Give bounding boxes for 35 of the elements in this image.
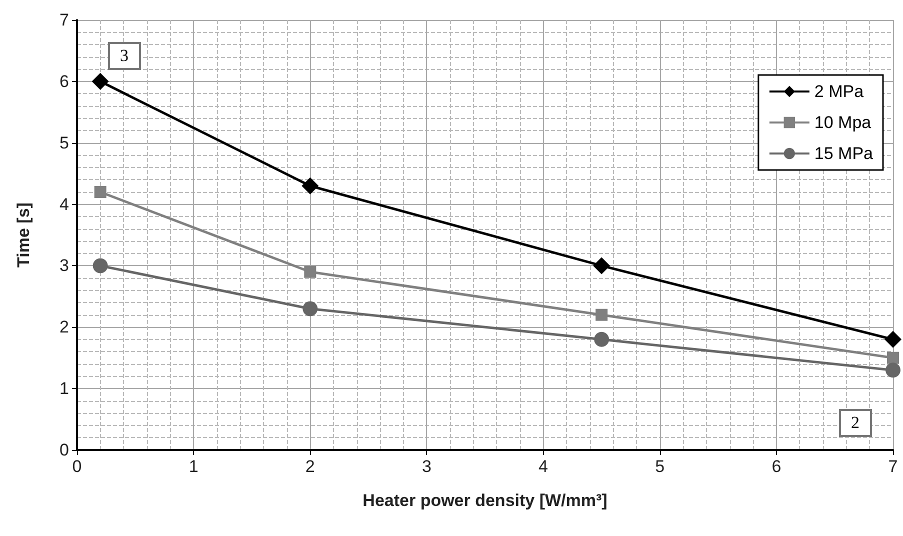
point — [594, 332, 610, 347]
point — [92, 72, 109, 90]
legend-label: 2 MPa — [814, 82, 864, 101]
legend-label: 15 MPa — [814, 144, 874, 163]
y-tick-label: 1 — [60, 379, 69, 398]
y-tick-label: 2 — [60, 318, 69, 337]
y-tick-label: 4 — [60, 194, 69, 214]
x-tick-label: 2 — [305, 457, 315, 476]
legend-label: 10 Mpa — [814, 113, 872, 132]
point — [593, 257, 610, 274]
x-tick-label: 7 — [888, 457, 898, 476]
point — [304, 266, 316, 278]
y-tick-label: 6 — [60, 72, 69, 91]
point — [94, 186, 106, 198]
point — [302, 177, 319, 194]
x-tick-label: 3 — [422, 457, 432, 476]
y-axis-title: Time [s] — [14, 202, 33, 268]
annotation: 2 — [839, 409, 872, 437]
y-tick-label: 7 — [60, 10, 69, 30]
point — [302, 301, 318, 316]
point — [886, 362, 900, 378]
x-tick-label: 0 — [72, 457, 82, 476]
x-tick-label: 1 — [188, 457, 198, 476]
point — [92, 258, 108, 274]
point — [887, 352, 899, 364]
x-tick-label: 6 — [772, 457, 782, 476]
y-tick-label: 5 — [60, 133, 69, 152]
x-tick-label: 4 — [538, 457, 548, 476]
point — [596, 308, 608, 321]
x-axis-title: Heater power density [W/mm³] — [362, 491, 608, 510]
point — [884, 330, 902, 348]
x-tick-label: 5 — [655, 457, 665, 476]
annotation: 3 — [108, 42, 140, 70]
y-tick-label: 3 — [60, 256, 69, 276]
y-tick-label: 0 — [60, 440, 69, 460]
